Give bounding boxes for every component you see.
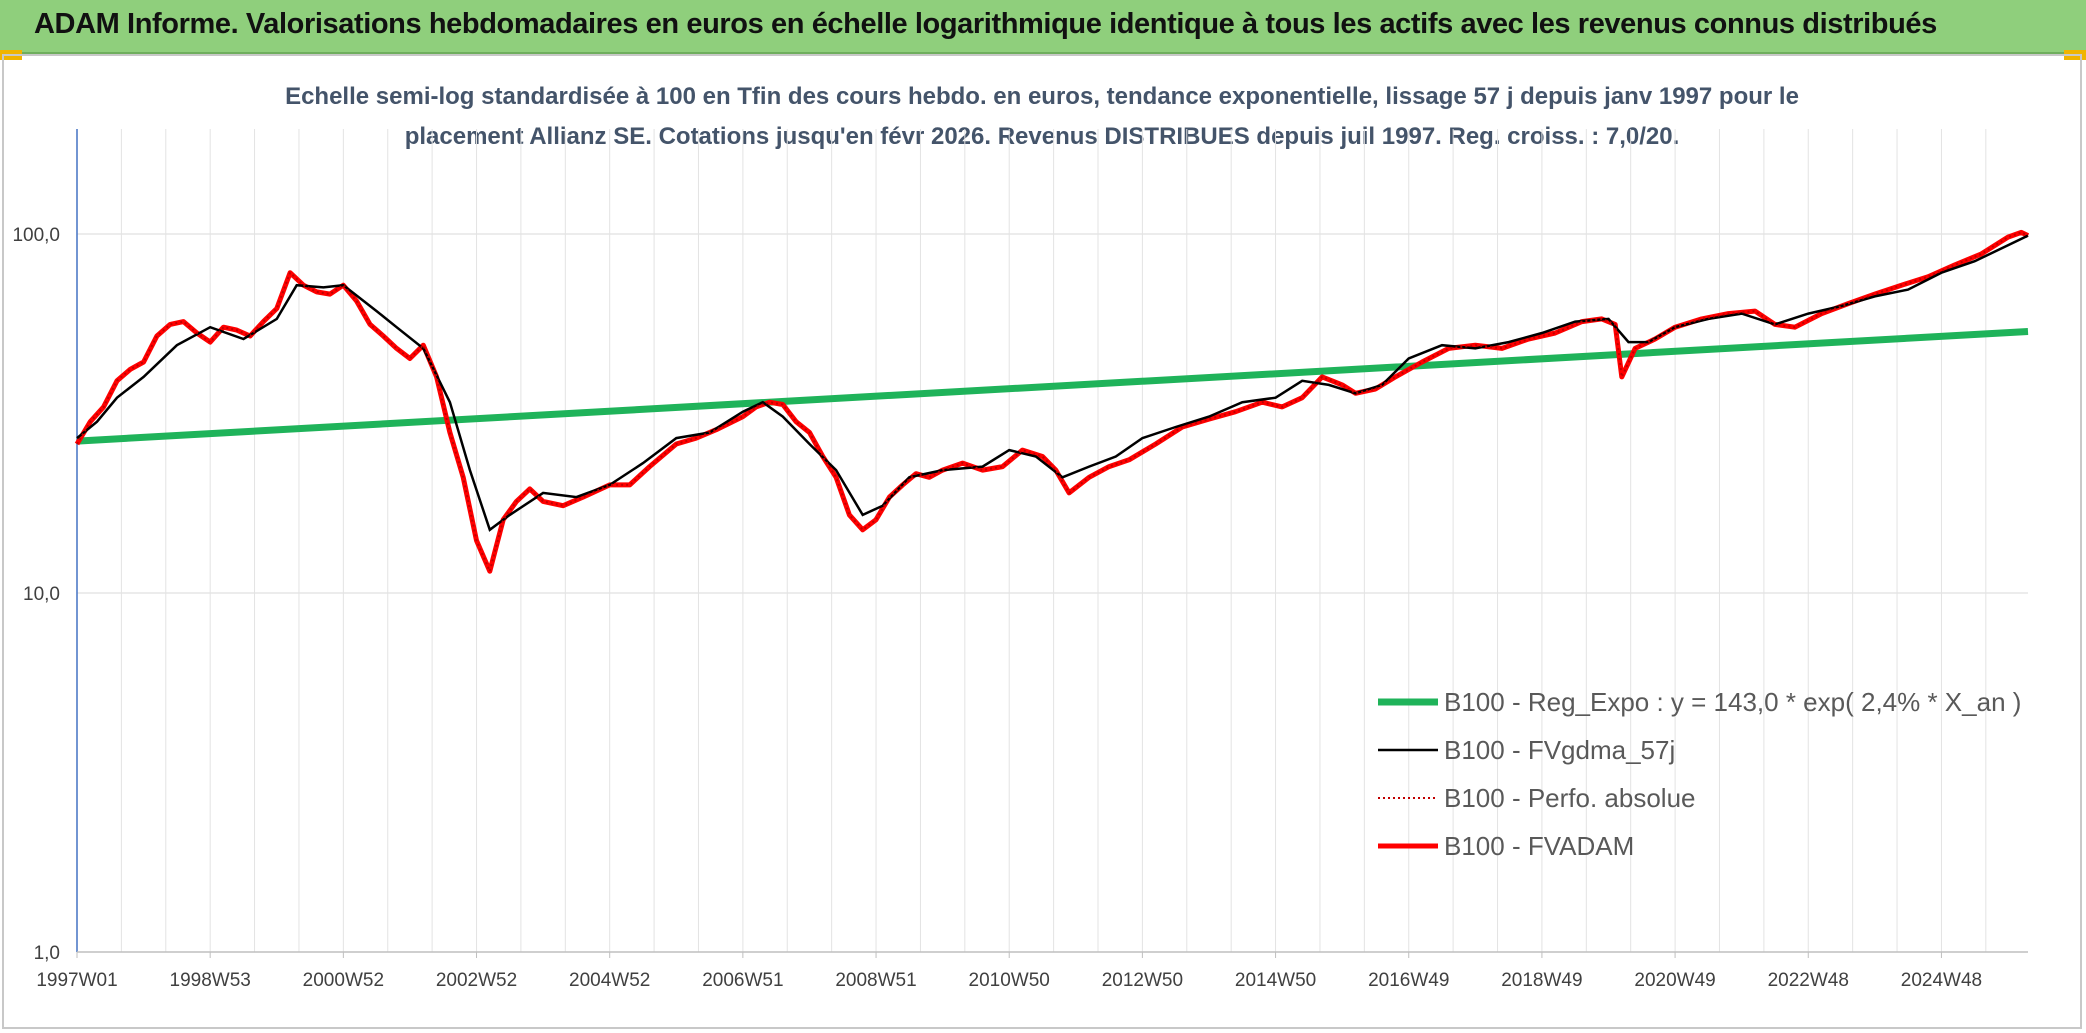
legend: B100 - Reg_Expo : y = 143,0 * exp( 2,4% … [1378, 687, 2021, 861]
x-tick-label: 2022W48 [1768, 970, 1849, 991]
x-tick-label: 2004W52 [569, 970, 650, 991]
series-layer [74, 229, 2030, 575]
x-tick-label: 2016W49 [1368, 970, 1449, 991]
x-tick-label: 1997W01 [36, 970, 117, 991]
series-line-fvadam [74, 229, 2030, 574]
series-line-reg [76, 328, 2029, 445]
y-tick-label: 100,0 [12, 225, 60, 246]
x-tick-label: 2024W48 [1901, 970, 1982, 991]
page-title: ADAM Informe. Valorisations hebdomadaire… [34, 8, 1937, 40]
chart-subtitle-line-1: Echelle semi-log standardisée à 100 en T… [285, 83, 1799, 110]
x-tick-label: 2002W52 [436, 970, 517, 991]
grid [77, 129, 2028, 953]
chart-subtitle-line-2: placement Allianz SE. Cotations jusqu'en… [405, 123, 1680, 150]
y-tick-label: 10,0 [23, 584, 60, 605]
x-tick-label: 2010W50 [969, 970, 1050, 991]
tick-labels: 1,0 10,0 100,0 1997W01 1998W53 2000W52 2002W52… [12, 225, 1982, 991]
x-tick-label: 2018W49 [1501, 970, 1582, 991]
axes [76, 129, 2028, 958]
y-tick-label: 1,0 [34, 943, 60, 964]
chart-svg: Echelle semi-log standardisée à 100 en T… [12, 83, 2030, 991]
x-tick-label: 2020W49 [1634, 970, 1715, 991]
legend-label-mma: B100 - FVgdma_57j [1444, 735, 1675, 765]
legend-label-fvadam: B100 - FVADAM [1444, 831, 1634, 861]
x-tick-label: 2006W51 [702, 970, 783, 991]
legend-label-perfo: B100 - Perfo. absolue [1444, 783, 1696, 813]
x-tick-label: 2000W52 [303, 970, 384, 991]
x-tick-label: 2012W50 [1102, 970, 1183, 991]
chart-frame [2, 54, 2082, 1029]
x-tick-label: 2014W50 [1235, 970, 1316, 991]
series-line-perfo [76, 231, 2029, 575]
header-bar: ADAM Informe. Valorisations hebdomadaire… [0, 0, 2086, 54]
x-tick-label: 2008W51 [835, 970, 916, 991]
x-tick-label: 1998W53 [170, 970, 251, 991]
legend-label-reg: B100 - Reg_Expo : y = 143,0 * exp( 2,4% … [1444, 687, 2021, 717]
series-line-mma [76, 234, 2029, 532]
